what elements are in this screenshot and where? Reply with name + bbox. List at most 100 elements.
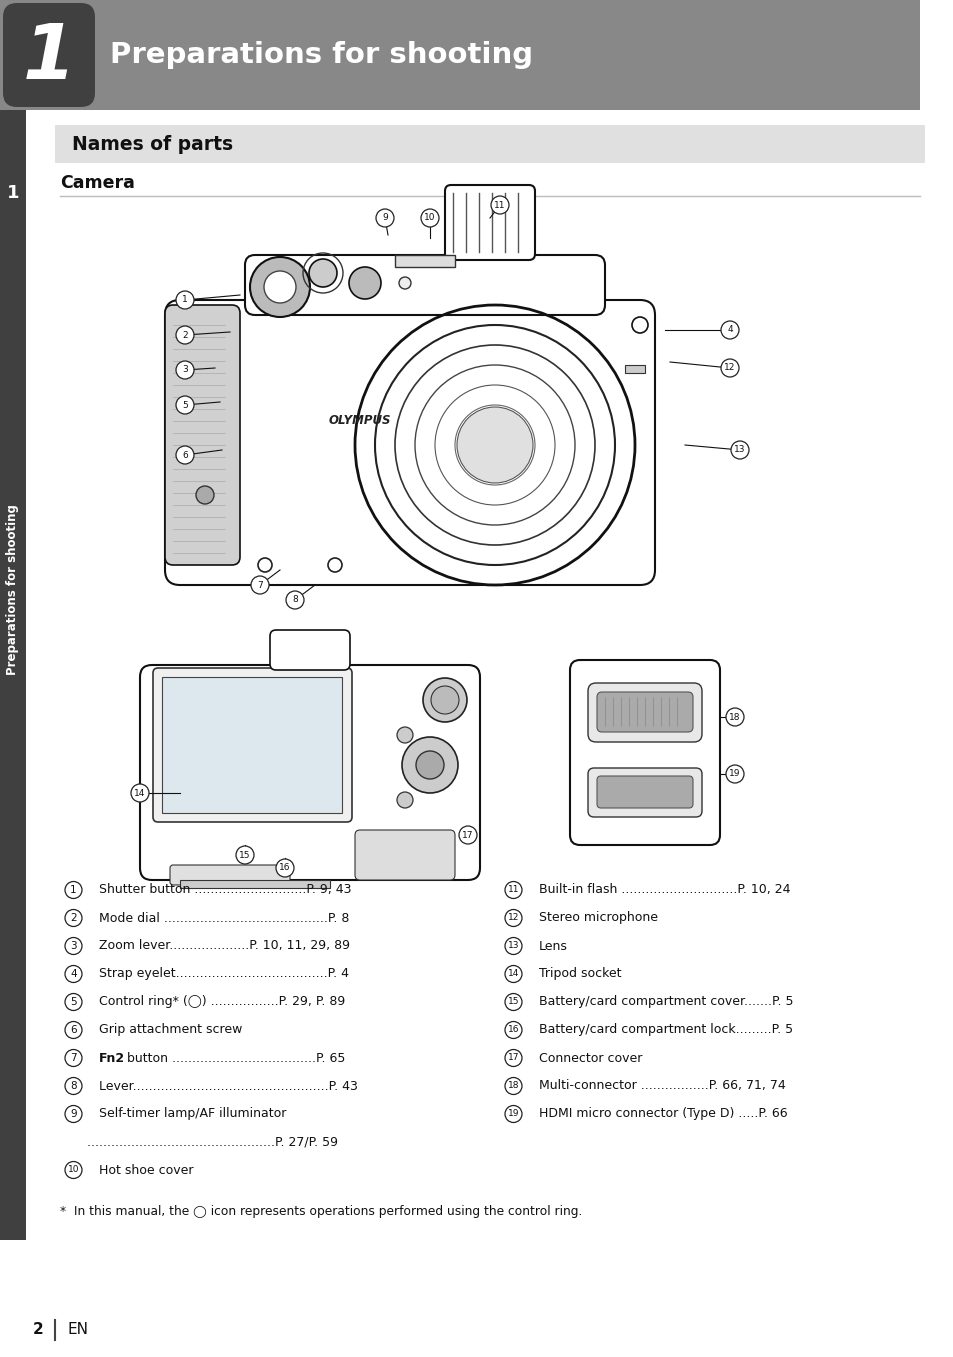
Text: 14: 14 [134,788,146,798]
Circle shape [235,845,253,864]
Circle shape [416,750,443,779]
FancyBboxPatch shape [587,683,701,742]
Circle shape [504,1106,521,1122]
Text: 13: 13 [734,445,745,455]
Text: Fn2: Fn2 [99,1052,125,1064]
FancyBboxPatch shape [0,0,919,110]
Text: 12: 12 [723,364,735,373]
Text: *  In this manual, the ◯ icon represents operations performed using the control : * In this manual, the ◯ icon represents … [60,1205,581,1219]
Circle shape [131,784,149,802]
Text: 3: 3 [71,940,77,951]
Text: 12: 12 [507,913,518,923]
Text: Names of parts: Names of parts [71,134,233,153]
Circle shape [286,592,304,609]
Circle shape [65,1162,82,1178]
Circle shape [65,965,82,982]
Circle shape [725,765,743,783]
Text: Battery/card compartment lock.........P. 5: Battery/card compartment lock.........P.… [538,1023,792,1037]
FancyBboxPatch shape [3,3,95,107]
Circle shape [420,209,438,227]
Text: 15: 15 [239,851,251,859]
Text: 2: 2 [182,331,188,339]
Text: 1: 1 [71,885,77,896]
FancyBboxPatch shape [165,305,240,565]
Circle shape [720,360,739,377]
Text: 5: 5 [182,400,188,410]
Text: Lever.................................................P. 43: Lever...................................… [99,1080,357,1092]
Bar [395,255,455,267]
Circle shape [65,938,82,954]
Circle shape [431,687,458,714]
Text: 16: 16 [279,863,291,873]
Text: 3: 3 [182,365,188,375]
Text: 10: 10 [424,213,436,223]
Text: 2: 2 [71,913,77,923]
Circle shape [396,792,413,807]
Circle shape [175,326,193,345]
Circle shape [401,832,417,848]
Text: 2: 2 [32,1323,43,1338]
Text: Mode dial .........................................P. 8: Mode dial ..............................… [99,912,349,924]
FancyBboxPatch shape [569,660,720,845]
Text: 7: 7 [257,581,263,589]
Text: Preparations for shooting: Preparations for shooting [7,505,19,676]
Text: Control ring* (◯) .................P. 29, P. 89: Control ring* (◯) .................P. 29… [99,996,345,1008]
Text: Connector cover: Connector cover [538,1052,641,1064]
Text: Battery/card compartment cover.......P. 5: Battery/card compartment cover.......P. … [538,996,793,1008]
Circle shape [730,441,748,459]
Circle shape [720,322,739,339]
Text: Lens: Lens [538,939,567,953]
Text: 13: 13 [507,942,518,950]
Circle shape [504,1077,521,1095]
FancyBboxPatch shape [597,692,692,731]
Circle shape [65,882,82,898]
Text: 9: 9 [71,1109,77,1120]
Circle shape [175,361,193,379]
Text: 15: 15 [507,997,518,1007]
FancyBboxPatch shape [152,668,352,822]
Text: Shutter button ............................P. 9, 43: Shutter button .........................… [99,883,351,897]
Circle shape [504,938,521,954]
Circle shape [396,727,413,744]
Bar [162,677,341,813]
Circle shape [504,1049,521,1067]
Text: 18: 18 [507,1082,518,1091]
Circle shape [250,256,310,318]
Text: Self-timer lamp/AF illuminator: Self-timer lamp/AF illuminator [99,1107,286,1121]
Circle shape [65,993,82,1011]
FancyBboxPatch shape [355,830,455,879]
Text: 4: 4 [726,326,732,334]
FancyBboxPatch shape [170,864,290,885]
Text: HDMI micro connector (Type D) .....P. 66: HDMI micro connector (Type D) .....P. 66 [538,1107,787,1121]
FancyBboxPatch shape [140,665,479,879]
Circle shape [195,486,213,503]
Circle shape [491,195,509,214]
Circle shape [631,318,647,332]
Text: Preparations for shooting: Preparations for shooting [110,41,533,69]
Circle shape [309,259,336,286]
Text: ...............................................P. 27/P. 59: ........................................… [87,1136,337,1148]
Text: Hot shoe cover: Hot shoe cover [99,1163,193,1177]
Text: 11: 11 [494,201,505,209]
Text: 6: 6 [182,451,188,460]
Circle shape [504,993,521,1011]
Text: OLYMPUS: OLYMPUS [329,414,391,426]
Text: 1: 1 [7,185,19,202]
Bar [180,879,330,887]
Text: 17: 17 [507,1053,518,1063]
Text: 8: 8 [292,596,297,604]
Circle shape [65,1049,82,1067]
Circle shape [65,909,82,927]
Text: Built-in flash .............................P. 10, 24: Built-in flash .........................… [538,883,790,897]
Circle shape [349,267,380,299]
Text: 14: 14 [507,969,518,978]
FancyBboxPatch shape [587,768,701,817]
Circle shape [504,965,521,982]
Circle shape [398,277,411,289]
Text: 11: 11 [507,886,518,894]
Text: button ....................................P. 65: button .................................… [123,1052,345,1064]
Text: EN: EN [68,1323,89,1338]
Circle shape [175,446,193,464]
Circle shape [65,1077,82,1095]
FancyBboxPatch shape [270,630,350,670]
